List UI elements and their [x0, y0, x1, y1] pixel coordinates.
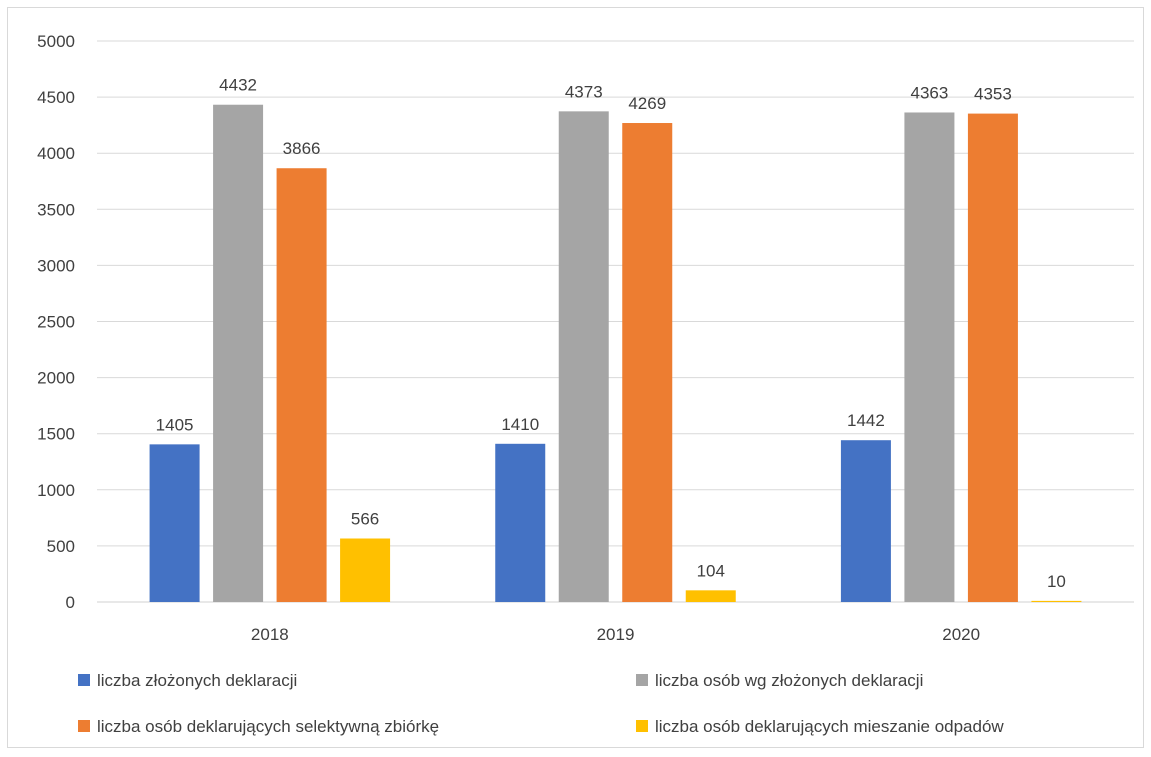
x-tick-label: 2018: [251, 625, 289, 644]
legend-label: liczba osób deklarujących selektywną zbi…: [97, 717, 439, 736]
data-label: 1410: [501, 415, 539, 434]
legend-swatch: [78, 720, 90, 732]
y-tick-label: 2500: [37, 313, 75, 332]
data-label: 4353: [974, 85, 1012, 104]
bar: [340, 538, 391, 602]
legend-label: liczba złożonych deklaracji: [97, 671, 297, 690]
bar: [1031, 600, 1082, 602]
bar: [967, 113, 1018, 603]
y-tick-label: 500: [47, 537, 75, 556]
y-tick-label: 2000: [37, 369, 75, 388]
data-label: 104: [697, 561, 725, 580]
y-tick-label: 4000: [37, 144, 75, 163]
bar: [558, 111, 609, 603]
bar: [276, 168, 327, 602]
bar: [840, 440, 891, 602]
data-label: 4432: [219, 76, 257, 95]
y-tick-label: 1500: [37, 425, 75, 444]
data-label: 4373: [565, 82, 603, 101]
legend-swatch: [636, 674, 648, 686]
y-tick-label: 1000: [37, 481, 75, 500]
bar: [685, 590, 736, 602]
y-tick-label: 0: [66, 593, 75, 612]
data-label: 4363: [911, 83, 949, 102]
bar: [149, 444, 200, 602]
data-label: 566: [351, 509, 379, 528]
bar: [495, 443, 546, 602]
legend-swatch: [636, 720, 648, 732]
data-label: 10: [1047, 572, 1066, 591]
data-label: 3866: [283, 139, 321, 158]
x-tick-label: 2020: [942, 625, 980, 644]
legend-swatch: [78, 674, 90, 686]
data-label: 4269: [628, 94, 666, 113]
y-tick-label: 4500: [37, 88, 75, 107]
x-tick-label: 2019: [597, 625, 635, 644]
bar: [904, 112, 955, 602]
y-tick-label: 5000: [37, 32, 75, 51]
legend-label: liczba osób deklarujących mieszanie odpa…: [655, 717, 1004, 736]
legend-label: liczba osób wg złożonych deklaracji: [655, 671, 923, 690]
y-tick-label: 3000: [37, 256, 75, 275]
data-label: 1442: [847, 411, 885, 430]
bar: [622, 123, 673, 603]
y-tick-label: 3500: [37, 200, 75, 219]
bar: [213, 104, 264, 602]
data-label: 1405: [156, 415, 194, 434]
